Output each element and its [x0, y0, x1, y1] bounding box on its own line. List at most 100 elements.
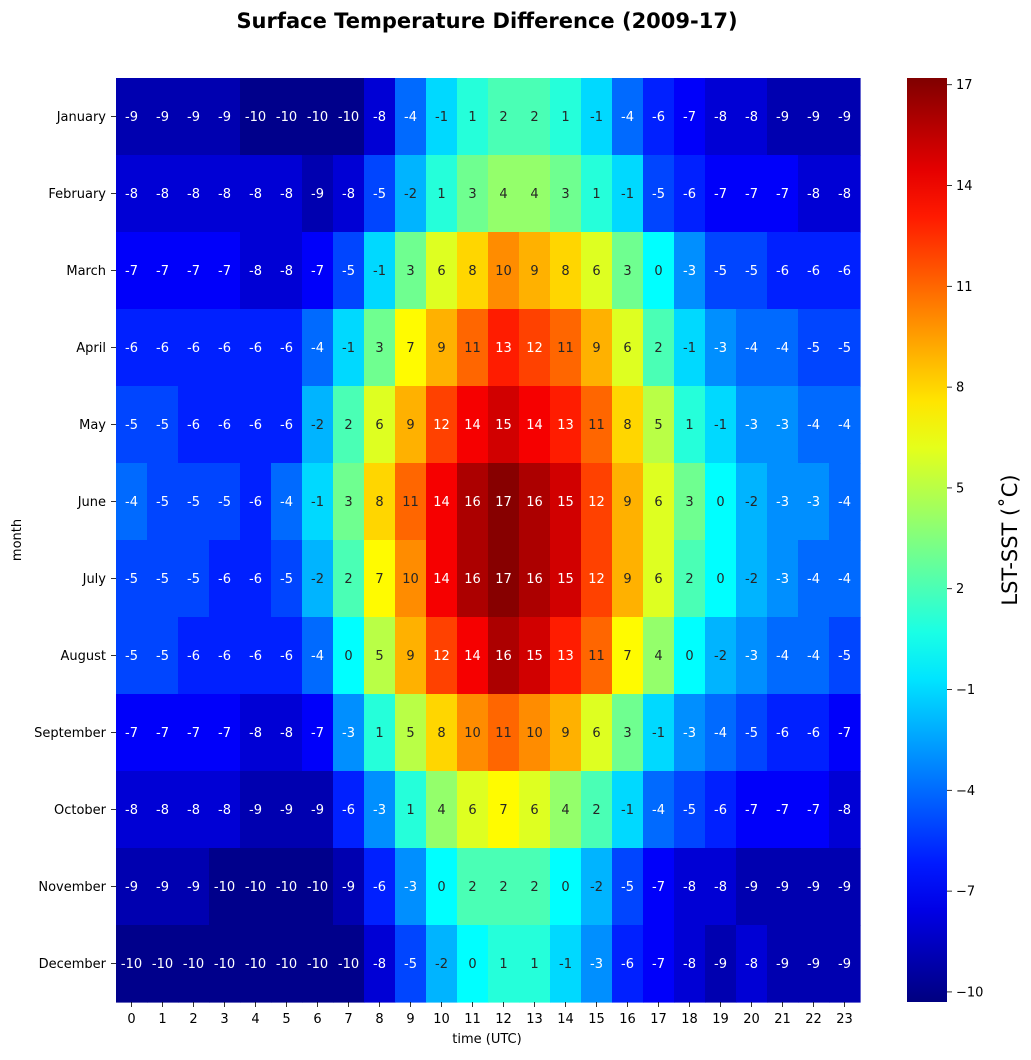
heatmap-cell [302, 771, 334, 849]
cell-value-label: 1 [375, 726, 383, 741]
heatmap-cell [829, 925, 861, 1003]
x-tick-label: 7 [344, 1012, 352, 1027]
cell-value-label: -5 [218, 495, 231, 510]
cell-value-label: 0 [685, 649, 693, 664]
heatmap-cell [240, 694, 272, 772]
cell-value-label: -6 [373, 880, 386, 895]
heatmap-cell [116, 155, 148, 233]
cell-value-label: 13 [557, 418, 574, 433]
cell-value-label: 11 [588, 649, 605, 664]
heatmap-cell [240, 78, 272, 156]
cell-value-label: 14 [464, 418, 481, 433]
colorbar-tick-label: −4 [956, 784, 975, 799]
cell-value-label: 9 [406, 649, 414, 664]
heatmap-cell [612, 617, 644, 695]
cell-value-label: 0 [344, 649, 352, 664]
heatmap-cell [457, 155, 489, 233]
cell-value-label: -5 [621, 880, 634, 895]
heatmap-cell [643, 771, 675, 849]
heatmap-cell [705, 463, 737, 541]
cell-value-label: -4 [745, 341, 758, 356]
heatmap-cell [457, 309, 489, 387]
cell-value-label: -4 [807, 572, 820, 587]
heatmap-cell [767, 309, 799, 387]
heatmap-cell [519, 540, 551, 618]
cell-value-label: 1 [592, 187, 600, 202]
cell-value-label: -9 [776, 957, 789, 972]
heatmap-cell [395, 694, 427, 772]
heatmap-cell [612, 78, 644, 156]
cell-value-label: 3 [623, 264, 631, 279]
cell-value-label: -10 [307, 110, 328, 125]
heatmap-cell [209, 694, 241, 772]
heatmap-cell [271, 155, 303, 233]
cell-value-label: 6 [437, 264, 445, 279]
cell-value-label: -4 [311, 341, 324, 356]
heatmap-cell [736, 694, 768, 772]
heatmap-cell [395, 232, 427, 310]
cell-value-label: -7 [652, 957, 665, 972]
cell-value-label: -6 [776, 726, 789, 741]
cell-value-label: -6 [249, 495, 262, 510]
cell-value-label: -2 [435, 957, 448, 972]
cell-value-label: 7 [499, 803, 507, 818]
heatmap-cell [767, 617, 799, 695]
cell-value-label: -8 [218, 803, 231, 818]
x-tick-label: 18 [681, 1012, 698, 1027]
x-tick-label: 2 [189, 1012, 197, 1027]
heatmap-cell [116, 540, 148, 618]
heatmap-cell [736, 463, 768, 541]
heatmap-cell [333, 540, 365, 618]
heatmap-cell [612, 694, 644, 772]
cell-value-label: -10 [276, 957, 297, 972]
cell-value-label: -10 [245, 957, 266, 972]
heatmap-cell [736, 617, 768, 695]
heatmap-cell [581, 386, 613, 464]
heatmap-cell [519, 771, 551, 849]
heatmap-cell [333, 771, 365, 849]
cell-value-label: -7 [187, 726, 200, 741]
cell-value-label: -7 [652, 880, 665, 895]
cell-value-label: -6 [838, 264, 851, 279]
cell-value-label: -6 [249, 572, 262, 587]
heatmap-cell [767, 232, 799, 310]
cell-value-label: -6 [342, 803, 355, 818]
cell-value-label: -5 [125, 649, 138, 664]
cell-value-label: 2 [685, 572, 693, 587]
cell-value-label: 10 [526, 726, 543, 741]
heatmap-cell [767, 771, 799, 849]
colorbar-ticks: −10 −7 −4 −1 2 5 8 11 14 17 [947, 78, 983, 1000]
cell-value-label: -5 [156, 495, 169, 510]
heatmap-cell [798, 386, 830, 464]
heatmap-cell [147, 309, 179, 387]
heatmap-cell [488, 309, 520, 387]
heatmap-cell [147, 848, 179, 926]
heatmap-cell [457, 463, 489, 541]
heatmap-cell [798, 309, 830, 387]
cell-value-label: 3 [468, 187, 476, 202]
heatmap-cell [209, 617, 241, 695]
heatmap-cell [674, 925, 706, 1003]
cell-value-label: -4 [776, 341, 789, 356]
heatmap-cell [147, 155, 179, 233]
heatmap-cell [178, 540, 210, 618]
cell-value-label: -9 [776, 880, 789, 895]
colorbar-tick-label: −7 [956, 885, 975, 900]
heatmap-cell [116, 309, 148, 387]
heatmap-cell [209, 925, 241, 1003]
heatmap-cell [271, 232, 303, 310]
cell-value-label: 16 [526, 495, 543, 510]
cell-value-label: 4 [437, 803, 445, 818]
heatmap-cell [643, 463, 675, 541]
heatmap-cell [209, 155, 241, 233]
heatmap-cell [674, 155, 706, 233]
cell-value-label: 5 [375, 649, 383, 664]
heatmap-cell [395, 771, 427, 849]
cell-value-label: 12 [588, 572, 605, 587]
heatmap-cell [426, 540, 458, 618]
heatmap-cell [426, 386, 458, 464]
cell-value-label: -8 [125, 187, 138, 202]
cell-value-label: -1 [435, 110, 448, 125]
heatmap-cell [364, 771, 396, 849]
cell-value-label: -6 [249, 418, 262, 433]
